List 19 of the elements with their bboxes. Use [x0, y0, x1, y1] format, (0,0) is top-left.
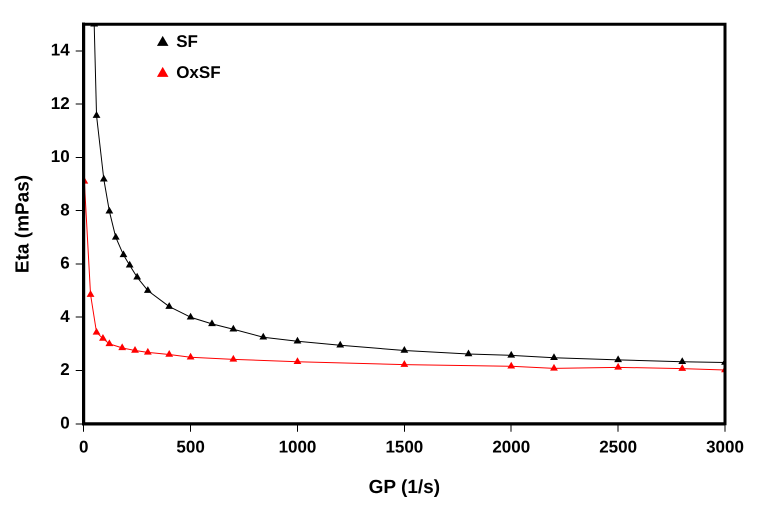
- y-tick-label: 8: [60, 200, 70, 220]
- x-tick-label: 1500: [385, 438, 424, 457]
- y-tick-label: 12: [50, 94, 70, 113]
- y-tick-label: 4: [60, 306, 70, 326]
- y-tick-label: 14: [50, 40, 70, 60]
- legend-label: OxSF: [176, 63, 221, 82]
- x-axis-title: GP (1/s): [368, 476, 440, 498]
- y-tick-label: 10: [50, 147, 70, 166]
- y-tick-label: 0: [60, 413, 70, 432]
- y-tick-label: 6: [60, 254, 70, 273]
- x-tick-label: 3000: [706, 438, 744, 457]
- x-tick-label: 500: [176, 438, 205, 457]
- y-axis-title: Eta (mPas): [12, 174, 34, 274]
- x-tick-label: 0: [78, 438, 88, 457]
- legend-label: SF: [176, 32, 198, 52]
- x-tick-label: 2500: [599, 438, 638, 457]
- x-tick-label: 1000: [278, 438, 316, 457]
- x-tick-label: 2000: [492, 438, 530, 457]
- y-tick-label: 2: [60, 360, 70, 380]
